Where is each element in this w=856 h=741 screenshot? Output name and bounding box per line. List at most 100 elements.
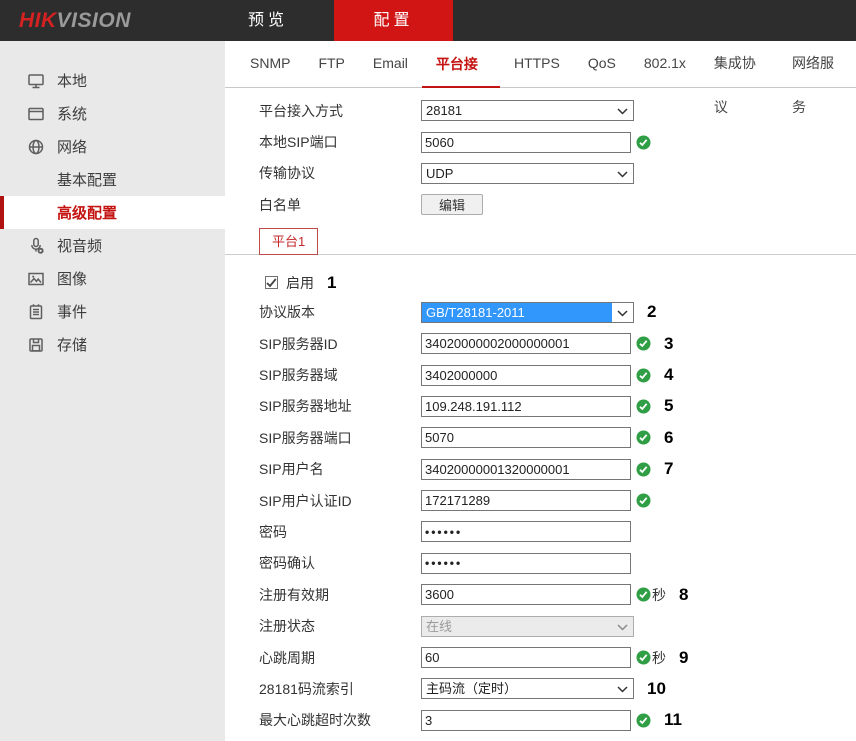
field-row-sip-server-id: SIP服务器ID 3 bbox=[225, 328, 856, 359]
registration-status-select: 在线 bbox=[421, 615, 634, 637]
sidebar-item-image[interactable]: 图像 bbox=[0, 262, 225, 295]
picture-icon bbox=[27, 270, 45, 288]
tab-8021x[interactable]: 802.1x bbox=[643, 55, 686, 71]
sidebar-item-label: 本地 bbox=[57, 73, 88, 90]
field-row-password-confirm: 密码确认 bbox=[225, 548, 856, 579]
selected-option: 在线 bbox=[426, 618, 453, 634]
sidebar-item-label: 视音频 bbox=[57, 238, 103, 255]
annotation-8: 8 bbox=[679, 584, 689, 604]
annotation-7: 7 bbox=[664, 459, 674, 479]
field-label: SIP用户认证ID bbox=[259, 492, 352, 509]
sidebar-item-network[interactable]: 网络 bbox=[0, 130, 225, 163]
annotation-6: 6 bbox=[664, 427, 674, 447]
globe-icon bbox=[27, 138, 45, 156]
sidebar-item-storage[interactable]: 存储 bbox=[0, 328, 225, 361]
field-label: 心跳周期 bbox=[259, 649, 315, 666]
registration-validity-input[interactable] bbox=[421, 584, 631, 606]
max-heartbeat-timeouts-valid-icon bbox=[636, 713, 651, 728]
platform1-tab[interactable]: 平台1 bbox=[259, 227, 319, 255]
topnav-preview[interactable]: 预览 bbox=[247, 12, 288, 29]
unit-label: 秒 bbox=[652, 649, 666, 666]
field-row-platform-access-mode: 平台接入方式 28181 bbox=[225, 95, 856, 126]
field-row-transport-protocol: 传输协议 UDP bbox=[225, 158, 856, 189]
field-label: SIP服务器端口 bbox=[259, 429, 352, 446]
selected-option: GB/T28181-2011 bbox=[422, 302, 612, 322]
sidebar-item-label: 网络 bbox=[57, 139, 88, 156]
sip-user-auth-id-valid-icon bbox=[636, 493, 651, 508]
heartbeat-interval-input[interactable] bbox=[421, 647, 631, 669]
topnav-configuration[interactable]: 配置 bbox=[334, 0, 453, 41]
registration-validity-valid-icon bbox=[636, 587, 651, 602]
sip-server-domain-input[interactable] bbox=[421, 364, 631, 386]
logo-hik: HIK bbox=[19, 8, 57, 32]
tab-integration-protocol[interactable]: 集成协议 bbox=[713, 55, 756, 115]
enable-label: 启用 bbox=[286, 274, 314, 291]
sip-server-id-input[interactable] bbox=[421, 333, 631, 355]
sip-server-id-valid-icon bbox=[636, 336, 651, 351]
notepad-icon bbox=[27, 303, 45, 321]
chevron-down-icon bbox=[617, 171, 628, 178]
max-heartbeat-timeouts-input[interactable] bbox=[421, 709, 631, 731]
stream-index-28181-select[interactable]: 主码流（定时） bbox=[421, 678, 634, 700]
unit-label: 秒 bbox=[652, 586, 666, 603]
window-icon bbox=[27, 105, 45, 123]
floppy-icon bbox=[27, 336, 45, 354]
field-row-registration-status: 注册状态 在线 bbox=[225, 610, 856, 641]
sidebar-item-label: 存储 bbox=[57, 337, 88, 354]
field-label: 28181码流索引 bbox=[259, 680, 354, 697]
sidebar-item-audio-video[interactable]: 视音频 bbox=[0, 229, 225, 262]
sidebar-item-local[interactable]: 本地 bbox=[0, 64, 225, 97]
logo-vision: VISION bbox=[56, 8, 131, 32]
field-row-registration-validity: 注册有效期 秒8 bbox=[225, 579, 856, 610]
field-label: 密码确认 bbox=[259, 555, 315, 572]
sip-server-port-input[interactable] bbox=[421, 427, 631, 449]
enable-row: 启用 1 bbox=[225, 269, 856, 297]
sip-server-address-input[interactable] bbox=[421, 395, 631, 417]
password-confirm-input[interactable] bbox=[421, 552, 631, 574]
enable-checkbox[interactable] bbox=[265, 276, 278, 290]
field-row-password: 密码 bbox=[225, 516, 856, 547]
tab-https[interactable]: HTTPS bbox=[513, 55, 560, 71]
sidebar-item-label: 事件 bbox=[57, 304, 88, 321]
annotation-2: 2 bbox=[647, 302, 657, 322]
field-label: 最大心跳超时次数 bbox=[259, 712, 371, 729]
password-input[interactable] bbox=[421, 521, 631, 543]
tab-platform-access[interactable]: 平台接入 bbox=[421, 42, 500, 116]
transport-protocol-select[interactable]: UDP bbox=[421, 162, 634, 184]
field-label: 传输协议 bbox=[259, 165, 315, 182]
local-sip-port-input[interactable] bbox=[421, 131, 631, 153]
sip-server-port-valid-icon bbox=[636, 430, 651, 445]
field-row-sip-server-port: SIP服务器端口 6 bbox=[225, 422, 856, 453]
sip-server-address-valid-icon bbox=[636, 399, 651, 414]
tab-email[interactable]: Email bbox=[372, 55, 408, 71]
field-label: 平台接入方式 bbox=[259, 102, 343, 119]
field-label: SIP用户名 bbox=[259, 461, 324, 478]
field-label: 注册状态 bbox=[259, 618, 315, 635]
platform-access-mode-select[interactable]: 28181 bbox=[421, 100, 634, 122]
sidebar-item-advanced-config[interactable]: 高级配置 bbox=[0, 196, 225, 229]
tab-ftp[interactable]: FTP bbox=[318, 55, 345, 71]
protocol-version-select[interactable]: GB/T28181-2011 bbox=[421, 301, 634, 323]
tab-network-service[interactable]: 网络服务 bbox=[791, 55, 834, 115]
tab-snmp[interactable]: SNMP bbox=[250, 55, 291, 71]
tab-qos[interactable]: QoS bbox=[587, 55, 616, 71]
sidebar-item-event[interactable]: 事件 bbox=[0, 295, 225, 328]
field-row-sip-server-address: SIP服务器地址 5 bbox=[225, 391, 856, 422]
field-row-whitelist: 白名单 编辑 bbox=[225, 189, 856, 220]
hikvision-logo: HIKVISION bbox=[19, 9, 131, 33]
monitor-icon bbox=[27, 72, 45, 90]
sidebar-item-label: 基本配置 bbox=[57, 172, 118, 189]
sip-username-input[interactable] bbox=[421, 458, 631, 480]
annotation-4: 4 bbox=[664, 365, 674, 385]
chevron-down-icon bbox=[617, 310, 628, 317]
field-row-sip-server-domain: SIP服务器域 4 bbox=[225, 359, 856, 390]
sip-user-auth-id-input[interactable] bbox=[421, 490, 631, 512]
sidebar-item-basic-config[interactable]: 基本配置 bbox=[0, 163, 225, 196]
annotation-1: 1 bbox=[327, 272, 337, 292]
annotation-11: 11 bbox=[664, 710, 682, 730]
sidebar-item-label: 高级配置 bbox=[57, 205, 118, 222]
sidebar-item-system[interactable]: 系统 bbox=[0, 97, 225, 130]
whitelist-button[interactable]: 编辑 bbox=[421, 194, 483, 216]
